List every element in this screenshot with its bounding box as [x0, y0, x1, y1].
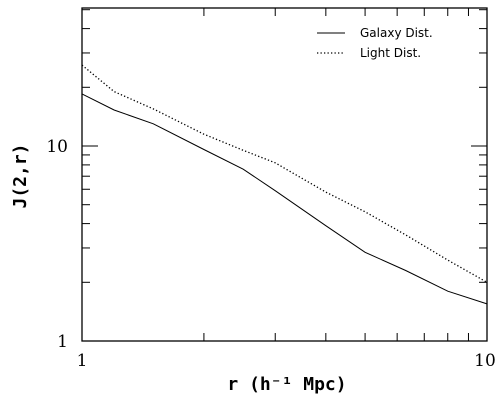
x-tick-label-1: 1	[77, 351, 88, 371]
series-line-galaxy	[81, 93, 488, 305]
legend-label-light: Light Dist.	[360, 46, 421, 60]
x-tick-label-10: 10	[474, 351, 496, 371]
axis-ticks	[81, 8, 488, 342]
y-tick-label-10: 10	[46, 137, 68, 157]
x-axis-title: r (h⁻¹ Mpc)	[227, 374, 346, 395]
series-line-light	[81, 64, 488, 283]
legend: Galaxy Dist. Light Dist.	[317, 26, 433, 60]
legend-label-galaxy: Galaxy Dist.	[360, 26, 433, 40]
plot-frame	[81, 7, 488, 342]
series-group	[81, 64, 488, 305]
y-axis-title: J(2,r)	[10, 143, 31, 208]
y-tick-label-1: 1	[57, 332, 68, 352]
